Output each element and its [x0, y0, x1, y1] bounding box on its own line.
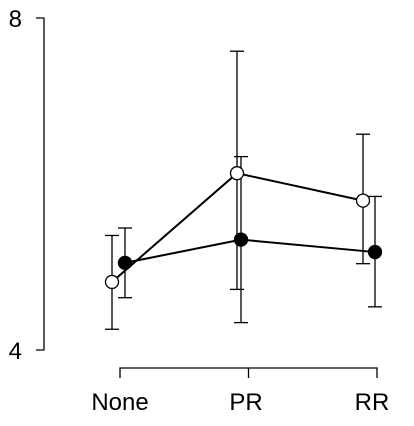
y-tick-label-4: 4: [9, 338, 22, 365]
y-tick-label-8: 8: [9, 6, 22, 33]
data-point-open-pr: [229, 166, 245, 181]
x-tick-label-pr: PR: [229, 389, 262, 416]
data-point-filled-pr: [233, 232, 249, 247]
y-axis-line: [36, 17, 45, 351]
y-tick-labels: 48: [9, 6, 22, 365]
data-point-filled-rr: [367, 244, 383, 260]
x-axis: [119, 367, 378, 378]
error-bars: [105, 50, 382, 330]
x-tick-labels: None PR RR: [91, 389, 389, 416]
y-axis: [36, 17, 45, 351]
data-point-open-rr: [355, 193, 371, 208]
data-point-open-none: [104, 274, 120, 290]
markers: [104, 166, 383, 290]
x-tick-label-none: None: [91, 389, 148, 416]
series-lines: [111, 172, 376, 283]
x-tick-label-rr: RR: [355, 389, 390, 416]
series-line-filled: [124, 238, 376, 264]
data-point-filled-none: [117, 255, 133, 271]
